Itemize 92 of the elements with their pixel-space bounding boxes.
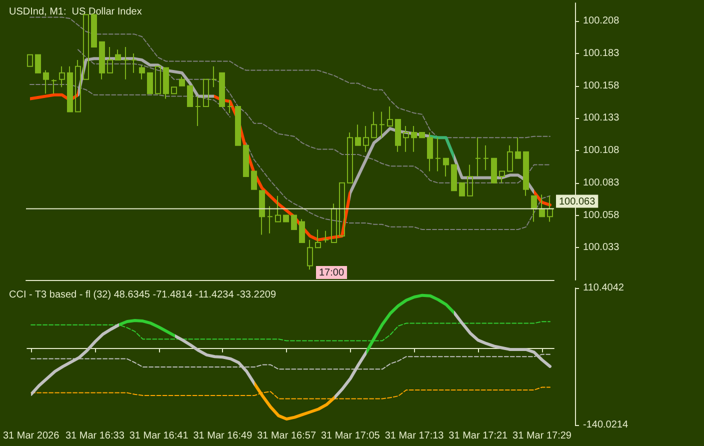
line-series <box>78 49 550 184</box>
candlestick <box>187 85 193 108</box>
candlestick <box>27 54 33 67</box>
ref-line-label: 100.063 <box>559 196 596 208</box>
candlestick <box>299 218 305 243</box>
candlestick <box>475 137 481 177</box>
y-tick-label: 100.183 <box>583 48 620 59</box>
candlestick <box>99 41 105 80</box>
chart-title: CCI - T3 based - ﬂ (32) 48.6345 -71.4814 -11.4234 -33.2209 <box>9 290 276 300</box>
candlestick <box>203 78 209 108</box>
candlestick <box>83 14 89 80</box>
y-tick-label: 100.108 <box>583 145 620 156</box>
candlestick <box>387 106 393 126</box>
candlestick <box>395 118 401 152</box>
candlestick <box>171 86 177 94</box>
candlestick <box>331 203 337 243</box>
candlestick <box>67 66 73 112</box>
line-series <box>30 354 551 370</box>
candlestick <box>467 164 473 196</box>
candlestick <box>107 46 113 74</box>
candlestick <box>35 54 41 74</box>
candlestick <box>403 125 409 152</box>
candlestick <box>379 111 385 138</box>
candlestick <box>275 195 281 222</box>
x-tick-label: 31 Mar 2026 <box>2 430 60 442</box>
candlestick <box>75 59 81 112</box>
candlestick <box>499 170 505 184</box>
candlestick <box>307 239 313 270</box>
x-tick-label: 31 Mar 17:21 <box>448 430 508 442</box>
candlestick <box>283 214 289 222</box>
candlestick <box>139 64 145 80</box>
candlestick <box>291 214 297 230</box>
candlestick <box>531 195 537 222</box>
x-tick-label: 31 Mar 16:41 <box>129 430 189 442</box>
x-tick-label: 31 Mar 17:13 <box>384 430 444 442</box>
candlestick <box>147 72 153 94</box>
candlestick <box>163 67 169 100</box>
candlestick <box>539 194 545 218</box>
candlestick <box>507 144 513 172</box>
candlestick <box>227 100 233 114</box>
line-series <box>30 321 551 342</box>
y-tick-label: 100.058 <box>583 210 620 221</box>
candlestick <box>123 46 129 80</box>
candlestick <box>363 125 369 152</box>
candlestick <box>419 132 425 138</box>
y-tick-label: 100.083 <box>583 177 620 188</box>
candlestick <box>267 206 273 234</box>
candlestick <box>523 151 529 196</box>
candlestick <box>51 78 57 94</box>
y-tick-label: 100.158 <box>583 80 620 92</box>
candlestick <box>371 111 377 138</box>
candlestick <box>547 195 553 222</box>
x-tick-label: 31 Mar 17:05 <box>320 430 380 442</box>
candlestick <box>347 132 353 184</box>
candlestick <box>515 137 521 159</box>
y-tick-label: 110.4042 <box>583 282 624 294</box>
x-tick-label: 31 Mar 16:49 <box>193 430 253 442</box>
candlestick <box>411 125 417 152</box>
candlestick <box>115 49 121 60</box>
y-tick-label: 100.208 <box>583 16 620 27</box>
candlestick <box>315 229 321 248</box>
candlestick <box>451 164 457 192</box>
line-series <box>30 16 550 138</box>
candlestick <box>155 66 161 94</box>
x-tick-label: 31 Mar 17:29 <box>512 430 572 442</box>
chart-title: USDInd, M1: US Dollar Index <box>9 6 142 18</box>
candlestick <box>219 72 225 108</box>
candlestick <box>323 230 329 243</box>
candlestick <box>339 182 345 236</box>
candlestick <box>355 124 361 146</box>
candlestick <box>179 76 185 86</box>
y-tick-label: 100.133 <box>583 112 620 124</box>
candlestick <box>251 170 257 190</box>
candlestick <box>259 190 265 236</box>
candlestick <box>43 70 49 94</box>
y-tick-label: 100.033 <box>583 242 620 254</box>
candlestick <box>131 52 137 74</box>
y-tick-label: -140.0214 <box>583 420 628 430</box>
candlestick <box>483 144 489 170</box>
candlestick <box>443 158 449 177</box>
candlestick <box>427 132 433 172</box>
candlestick <box>243 144 249 177</box>
x-tick-label: 31 Mar 16:33 <box>65 430 125 442</box>
candlestick <box>235 106 241 146</box>
candlestick <box>491 158 497 184</box>
annotation: 17:00 <box>319 268 344 278</box>
candlestick <box>459 182 465 196</box>
candlestick <box>211 66 217 88</box>
x-tick-label: 31 Mar 16:57 <box>257 430 316 442</box>
candlestick <box>435 137 441 172</box>
candlestick <box>59 66 65 88</box>
candlestick <box>195 96 201 126</box>
